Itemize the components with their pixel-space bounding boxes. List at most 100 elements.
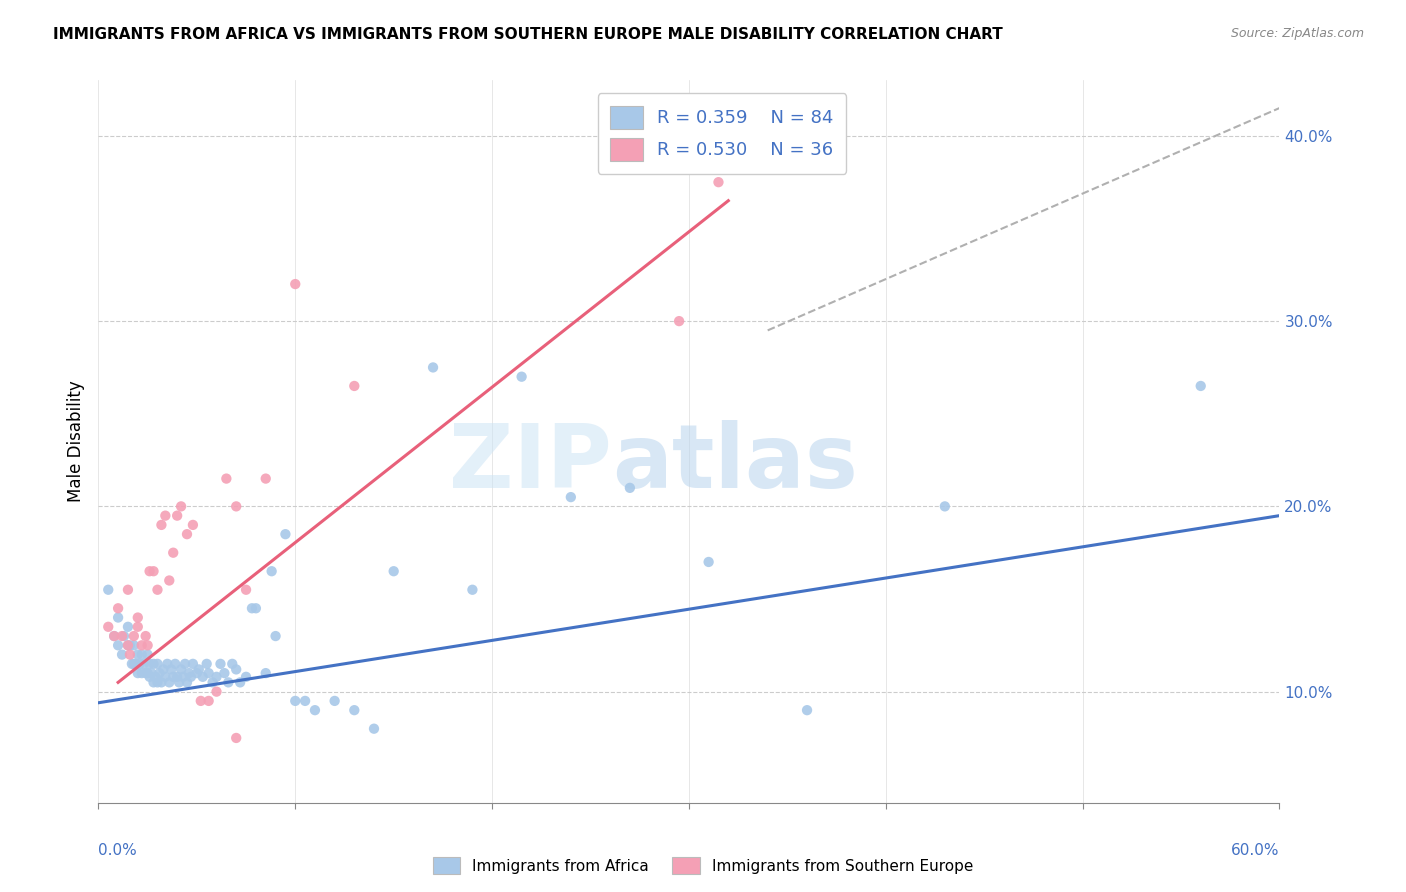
Point <box>156 657 179 671</box>
Point <box>148 666 170 681</box>
Point <box>382 564 405 578</box>
Point <box>127 620 149 634</box>
Point <box>197 666 219 681</box>
Point <box>422 360 444 375</box>
Point <box>619 481 641 495</box>
Point <box>166 670 188 684</box>
Point <box>117 582 139 597</box>
Point <box>172 670 194 684</box>
Point <box>121 657 143 671</box>
Point <box>125 657 148 671</box>
Legend: Immigrants from Africa, Immigrants from Southern Europe: Immigrants from Africa, Immigrants from … <box>426 851 980 880</box>
Point <box>111 648 134 662</box>
Point <box>135 666 157 681</box>
Point <box>1189 379 1212 393</box>
Y-axis label: Male Disability: Male Disability <box>66 381 84 502</box>
Point <box>150 517 173 532</box>
Point <box>274 527 297 541</box>
Point <box>176 527 198 541</box>
Point <box>103 629 125 643</box>
Point <box>174 657 197 671</box>
Point <box>150 675 173 690</box>
Point <box>111 629 134 643</box>
Point <box>215 472 238 486</box>
Point <box>132 657 155 671</box>
Point <box>136 648 159 662</box>
Point <box>205 684 228 698</box>
Point <box>107 601 129 615</box>
Point <box>461 582 484 597</box>
Point <box>155 508 177 523</box>
Point <box>127 666 149 681</box>
Point <box>229 675 252 690</box>
Legend: R = 0.359    N = 84, R = 0.530    N = 36: R = 0.359 N = 84, R = 0.530 N = 36 <box>598 93 846 174</box>
Point <box>118 648 141 662</box>
Point <box>131 648 153 662</box>
Point <box>146 675 169 690</box>
Point <box>304 703 326 717</box>
Point <box>131 666 153 681</box>
Point <box>284 694 307 708</box>
Point <box>160 662 183 676</box>
Point <box>103 629 125 643</box>
Point <box>97 582 120 597</box>
Point <box>240 601 263 615</box>
Point <box>934 500 956 514</box>
Point <box>142 564 165 578</box>
Point <box>135 629 157 643</box>
Point <box>122 638 145 652</box>
Point <box>177 666 200 681</box>
Point <box>170 662 193 676</box>
Point <box>136 666 159 681</box>
Point <box>209 657 232 671</box>
Point <box>260 564 283 578</box>
Point <box>138 657 160 671</box>
Point <box>122 629 145 643</box>
Point <box>142 657 165 671</box>
Point <box>180 670 202 684</box>
Point <box>225 731 247 745</box>
Point <box>195 657 218 671</box>
Point <box>145 670 167 684</box>
Point <box>668 314 690 328</box>
Text: 60.0%: 60.0% <box>1232 843 1279 857</box>
Point <box>217 675 239 690</box>
Point <box>107 638 129 652</box>
Text: atlas: atlas <box>612 420 858 507</box>
Point <box>190 694 212 708</box>
Point <box>122 657 145 671</box>
Point <box>118 638 141 652</box>
Point <box>510 369 533 384</box>
Point <box>165 657 187 671</box>
Point <box>112 629 135 643</box>
Point <box>343 703 366 717</box>
Point <box>142 675 165 690</box>
Point <box>235 670 257 684</box>
Point <box>127 610 149 624</box>
Text: Source: ZipAtlas.com: Source: ZipAtlas.com <box>1230 27 1364 40</box>
Point <box>107 610 129 624</box>
Point <box>128 657 150 671</box>
Point <box>117 638 139 652</box>
Point <box>221 657 243 671</box>
Point <box>363 722 385 736</box>
Point <box>146 657 169 671</box>
Text: IMMIGRANTS FROM AFRICA VS IMMIGRANTS FROM SOUTHERN EUROPE MALE DISABILITY CORREL: IMMIGRANTS FROM AFRICA VS IMMIGRANTS FRO… <box>53 27 1002 42</box>
Point <box>181 517 204 532</box>
Point <box>284 277 307 291</box>
Point <box>343 379 366 393</box>
Point <box>157 574 180 588</box>
Point <box>796 703 818 717</box>
Point <box>225 662 247 676</box>
Point <box>245 601 267 615</box>
Point <box>138 670 160 684</box>
Point <box>162 670 184 684</box>
Point <box>707 175 730 189</box>
Point <box>191 670 214 684</box>
Point <box>214 666 236 681</box>
Point <box>697 555 720 569</box>
Point <box>97 620 120 634</box>
Point <box>187 662 209 676</box>
Point <box>131 638 153 652</box>
Point <box>162 546 184 560</box>
